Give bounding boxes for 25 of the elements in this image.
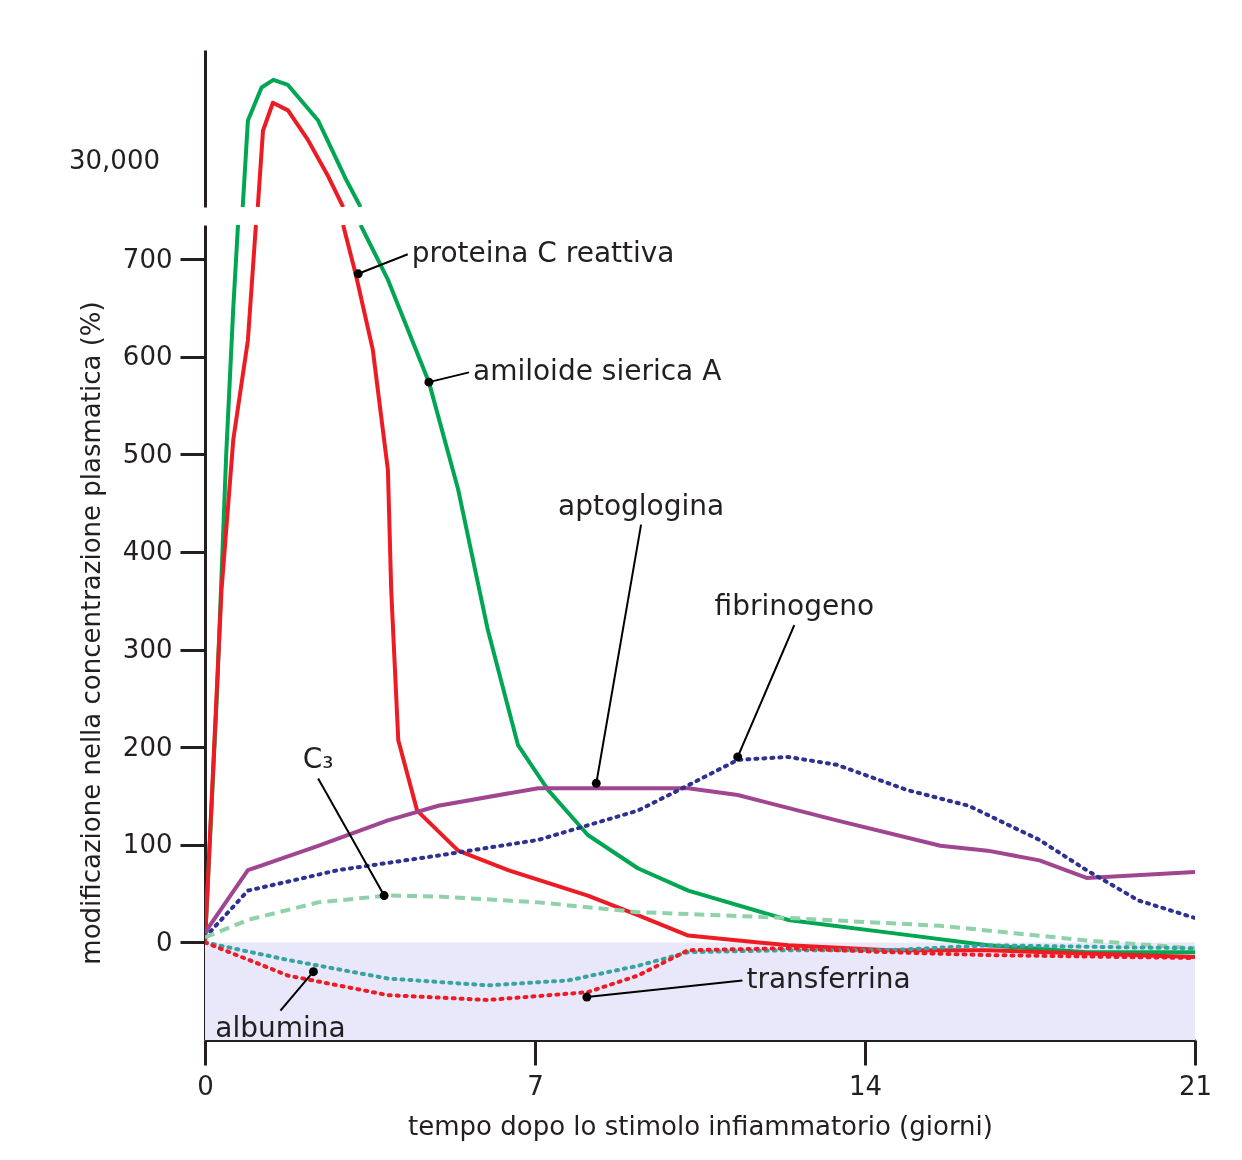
y-tick-label: 400 — [122, 536, 173, 567]
annotation: transferrina — [746, 962, 911, 996]
annotation: fibrinogeno — [714, 589, 875, 623]
x-tick-label: 14 — [848, 1070, 883, 1101]
annotation: C₃ — [302, 742, 334, 776]
annotation: aptoglogina — [557, 488, 725, 522]
text: 30,000 — [69, 145, 160, 175]
annotation: amiloide sierica A — [473, 354, 722, 388]
annotation: proteina C reattiva — [411, 236, 675, 270]
line-series — [205, 786, 1195, 935]
x-axis-title: tempo dopo lo stimolo infiammatorio (giorni) — [408, 1110, 993, 1141]
y-tick-label: 600 — [122, 341, 173, 372]
y-tick-label: 300 — [122, 634, 173, 665]
line-series — [205, 893, 1195, 951]
y-tick-label: 100 — [122, 829, 173, 860]
y-tick-label: 700 — [122, 243, 173, 274]
x-tick-label: 7 — [527, 1070, 544, 1101]
x-tick-label: 21 — [1178, 1070, 1213, 1101]
x-tick-label: 0 — [197, 1070, 214, 1101]
annotation: albumina — [215, 1010, 346, 1044]
y-tick-label: 500 — [122, 438, 173, 469]
y-tick-label: 200 — [122, 731, 173, 762]
line-series — [205, 940, 1195, 988]
y-tick-label: 0 — [155, 926, 173, 957]
y-axis-title: modificazione nella concentrazione plasmatica (%) — [75, 301, 106, 965]
